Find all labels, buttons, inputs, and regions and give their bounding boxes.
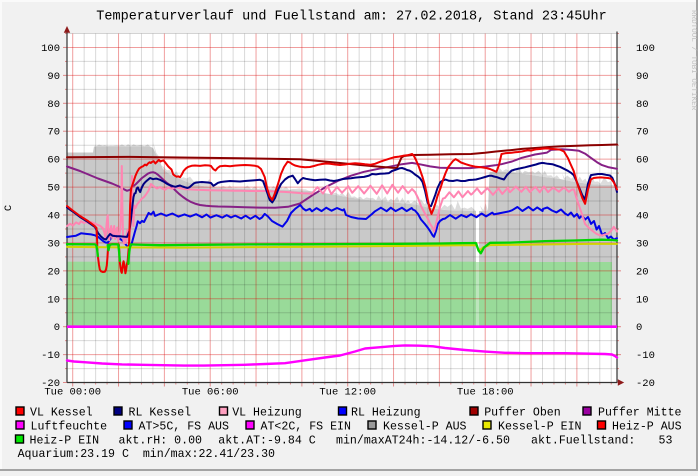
svg-text:40: 40 bbox=[636, 211, 649, 223]
svg-text:50: 50 bbox=[47, 183, 60, 195]
svg-text:0: 0 bbox=[636, 322, 642, 334]
svg-text:80: 80 bbox=[47, 99, 60, 111]
svg-text:50: 50 bbox=[636, 183, 649, 195]
svg-text:20: 20 bbox=[636, 266, 649, 278]
svg-text:-10: -10 bbox=[41, 350, 60, 362]
svg-text:C: C bbox=[3, 205, 15, 211]
svg-text:Kessel-P EIN: Kessel-P EIN bbox=[498, 420, 582, 433]
svg-text:Temperaturverlauf und Fuellsta: Temperaturverlauf und Fuellstand am: 27.… bbox=[96, 10, 606, 25]
svg-text:10: 10 bbox=[636, 294, 649, 306]
svg-text:Tue 06:00: Tue 06:00 bbox=[182, 387, 239, 399]
svg-text:akt.rH: 0.00: akt.rH: 0.00 bbox=[119, 434, 203, 447]
svg-text:-20: -20 bbox=[636, 378, 655, 390]
svg-text:Aquarium:23.19 C min/max:22.4: Aquarium:23.19 C min/max:22.41/23.30 bbox=[18, 448, 275, 461]
svg-text:RL Heizung: RL Heizung bbox=[351, 406, 421, 419]
svg-text:min/maxAT24h:-14.12/-6.50: min/maxAT24h:-14.12/-6.50 bbox=[336, 434, 510, 447]
svg-text:VL Kessel: VL Kessel bbox=[30, 406, 93, 419]
svg-text:70: 70 bbox=[636, 127, 649, 139]
svg-text:60: 60 bbox=[47, 155, 60, 167]
svg-text:akt.Fuellstand:: akt.Fuellstand: bbox=[531, 434, 635, 447]
svg-text:100: 100 bbox=[636, 43, 655, 55]
svg-text:10: 10 bbox=[47, 294, 60, 306]
svg-text:Puffer Oben: Puffer Oben bbox=[484, 406, 561, 419]
svg-text:akt.AT:-9.84 C: akt.AT:-9.84 C bbox=[218, 434, 315, 447]
svg-text:AT>5C, FS AUS: AT>5C, FS AUS bbox=[139, 420, 229, 433]
svg-text:60: 60 bbox=[636, 155, 649, 167]
svg-text:Tue 18:00: Tue 18:00 bbox=[457, 387, 514, 399]
svg-text:AT<2C, FS EIN: AT<2C, FS EIN bbox=[261, 420, 351, 433]
svg-text:30: 30 bbox=[47, 238, 60, 250]
svg-text:VL Heizung: VL Heizung bbox=[232, 406, 302, 419]
svg-text:40: 40 bbox=[47, 211, 60, 223]
svg-text:80: 80 bbox=[636, 99, 649, 111]
svg-text:-10: -10 bbox=[636, 350, 655, 362]
svg-text:RRDTOOL / TOBI OETIKER: RRDTOOL / TOBI OETIKER bbox=[689, 10, 697, 111]
svg-text:Heiz-P AUS: Heiz-P AUS bbox=[612, 420, 682, 433]
svg-text:70: 70 bbox=[47, 127, 60, 139]
svg-text:Luftfeuchte: Luftfeuchte bbox=[31, 420, 108, 433]
svg-text:Puffer Mitte: Puffer Mitte bbox=[598, 406, 682, 419]
svg-text:RL Kessel: RL Kessel bbox=[129, 406, 192, 419]
svg-text:Tue 12:00: Tue 12:00 bbox=[319, 387, 376, 399]
svg-text:0: 0 bbox=[54, 322, 60, 334]
svg-text:30: 30 bbox=[636, 238, 649, 250]
svg-text:20: 20 bbox=[47, 266, 60, 278]
svg-text:-20: -20 bbox=[41, 378, 60, 390]
svg-text:Kessel-P AUS: Kessel-P AUS bbox=[383, 420, 467, 433]
svg-text:Tue 00:00: Tue 00:00 bbox=[44, 387, 101, 399]
svg-text:90: 90 bbox=[636, 71, 649, 83]
svg-text:53: 53 bbox=[659, 434, 673, 447]
svg-text:Heiz-P EIN: Heiz-P EIN bbox=[30, 434, 100, 447]
svg-text:90: 90 bbox=[47, 71, 60, 83]
svg-text:100: 100 bbox=[41, 43, 60, 55]
